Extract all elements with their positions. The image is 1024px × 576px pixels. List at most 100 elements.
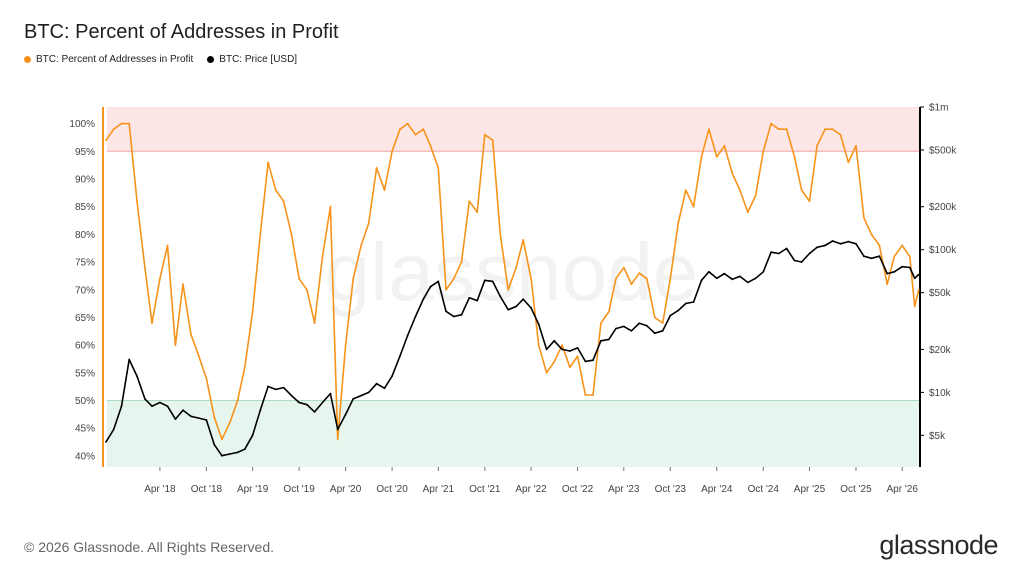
data-point-profit [128, 122, 131, 125]
data-point-profit [831, 128, 834, 131]
data-point-profit [282, 200, 285, 203]
data-point-profit [290, 233, 293, 236]
data-point-profit [259, 233, 262, 236]
data-point-profit [600, 322, 602, 324]
data-point-price [375, 382, 378, 385]
x-tick-label: Apr '24 [701, 484, 733, 495]
data-point-price [793, 259, 796, 262]
y-left-tick-label: 55% [75, 368, 95, 379]
copyright-text: © 2026 Glassnode. All Rights Reserved. [24, 539, 275, 555]
x-tick-label: Oct '21 [469, 484, 501, 495]
data-point-profit [306, 288, 308, 291]
data-point-profit [375, 167, 378, 169]
x-tick-label: Oct '18 [191, 484, 223, 495]
data-point-profit [855, 144, 857, 147]
data-point-price [661, 329, 664, 332]
data-point-profit [615, 277, 617, 280]
data-point-profit [661, 322, 664, 324]
data-point-price [236, 451, 239, 454]
data-point-profit [205, 377, 208, 380]
data-point-price [437, 280, 440, 283]
data-point-profit [592, 394, 594, 396]
y-right-tick-label: $20k [929, 345, 952, 356]
data-point-profit [553, 360, 556, 363]
data-point-price [770, 251, 772, 254]
data-point-price [468, 296, 471, 299]
y-left-tick-label: 95% [75, 147, 95, 158]
data-point-price [700, 279, 703, 282]
y-left-tick-label: 75% [75, 258, 95, 269]
data-point-price [913, 277, 916, 280]
data-point-price [344, 413, 347, 416]
data-point-profit [399, 128, 401, 131]
data-point-profit [352, 277, 355, 280]
data-point-profit [847, 161, 850, 164]
data-point-price [522, 298, 525, 301]
data-point-profit [151, 322, 153, 324]
data-point-profit [762, 150, 765, 153]
data-point-profit [414, 133, 417, 136]
chart-title: BTC: Percent of Addresses in Profit [24, 21, 339, 43]
data-point-profit [739, 189, 741, 192]
data-point-profit [708, 128, 710, 131]
data-point-price [476, 299, 479, 302]
legend-item-profit[interactable]: BTC: Percent of Addresses in Profit [24, 54, 193, 65]
data-point-price [422, 298, 425, 301]
data-point-profit [746, 211, 749, 214]
data-point-profit [723, 144, 726, 147]
data-point-price [329, 392, 332, 395]
data-point-profit [908, 255, 911, 258]
y-left-tick-label: 45% [75, 424, 95, 435]
data-point-price [592, 359, 594, 362]
x-tick-label: Oct '25 [840, 484, 872, 495]
data-point-price [901, 265, 904, 268]
data-point-profit [182, 283, 184, 286]
y-right-tick-label: $500k [929, 145, 957, 156]
data-point-profit [653, 316, 656, 319]
x-tick-label: Apr '18 [144, 484, 176, 495]
data-point-price [808, 252, 811, 255]
data-point-price [383, 387, 386, 390]
data-point-price [298, 401, 300, 404]
data-point-profit [243, 366, 246, 369]
data-point-price [824, 244, 826, 247]
data-point-profit [468, 200, 471, 203]
data-point-profit [190, 333, 192, 335]
data-point-profit [777, 128, 780, 131]
data-point-price [839, 242, 842, 245]
data-point-profit [584, 394, 587, 396]
data-point-price [251, 434, 254, 437]
data-point-price [870, 257, 873, 260]
data-point-profit [638, 272, 641, 275]
y-right-tick-label: $200k [929, 202, 957, 213]
data-point-price [553, 339, 556, 342]
data-point-profit [576, 355, 579, 358]
data-point-price [429, 285, 432, 288]
legend-item-price[interactable]: BTC: Price [USD] [207, 54, 297, 65]
data-point-profit [452, 277, 455, 280]
x-tick-label: Oct '19 [283, 484, 315, 495]
data-point-profit [383, 189, 386, 192]
data-point-price [739, 275, 741, 278]
x-tick-label: Oct '23 [655, 484, 687, 495]
data-point-profit [692, 205, 695, 208]
data-point-price [893, 270, 896, 273]
data-point-profit [863, 216, 865, 219]
data-point-price [669, 314, 672, 317]
data-point-price [360, 394, 362, 397]
data-point-profit [476, 211, 479, 214]
x-tick-label: Apr '26 [887, 484, 919, 495]
data-point-profit [213, 416, 216, 419]
data-point-profit [228, 421, 231, 424]
data-point-profit [886, 283, 889, 286]
data-point-profit [166, 244, 169, 247]
data-point-price [321, 401, 324, 404]
data-point-profit [507, 288, 510, 291]
watermark-text: glassnode [325, 227, 699, 318]
data-point-price [615, 327, 617, 330]
data-point-profit [491, 139, 494, 142]
data-point-price [762, 270, 765, 273]
data-point-price [847, 240, 850, 243]
data-point-profit [684, 189, 687, 192]
